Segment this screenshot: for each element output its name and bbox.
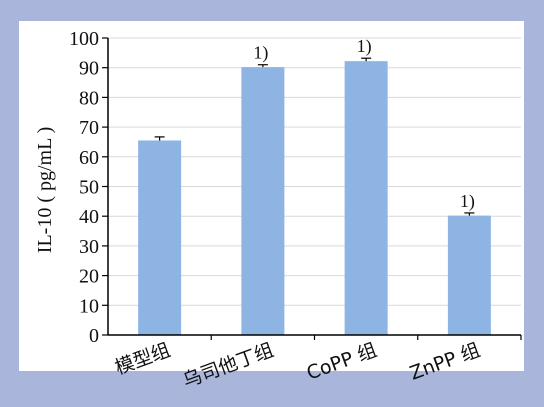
y-tick-label: 50 xyxy=(79,177,99,199)
y-tick-label: 70 xyxy=(79,117,99,139)
significance-annotations: 1) 1) 1) xyxy=(253,36,475,212)
y-tick-label: 40 xyxy=(79,206,99,228)
y-tick-label: 20 xyxy=(79,266,99,288)
bar xyxy=(138,140,182,335)
bars xyxy=(138,57,491,335)
bar xyxy=(241,67,285,335)
y-ticks: 0 10 20 30 40 50 60 70 80 90 100 xyxy=(69,28,108,347)
y-tick-label: 0 xyxy=(89,325,99,347)
x-category-label: CoPP 组 xyxy=(304,339,380,385)
y-tick-label: 100 xyxy=(69,28,99,50)
x-category-labels: 模型组 乌司他丁组 CoPP 组 ZnPP 组 xyxy=(112,335,522,392)
significance-label: 1) xyxy=(253,43,268,64)
y-tick-label: 80 xyxy=(79,87,99,109)
x-category-label: 乌司他丁组 xyxy=(180,339,277,392)
y-tick-label: 60 xyxy=(79,147,99,169)
bar xyxy=(344,61,388,335)
bar xyxy=(447,215,491,335)
significance-label: 1) xyxy=(460,191,475,212)
y-axis-title: IL-10 ( pg/mL ) xyxy=(34,127,56,253)
y-tick-label: 10 xyxy=(79,295,99,317)
y-tick-label: 30 xyxy=(79,236,99,258)
x-category-label: ZnPP 组 xyxy=(407,339,483,385)
y-tick-label: 90 xyxy=(79,58,99,80)
significance-label: 1) xyxy=(357,36,372,57)
x-category-label: 模型组 xyxy=(112,339,173,379)
